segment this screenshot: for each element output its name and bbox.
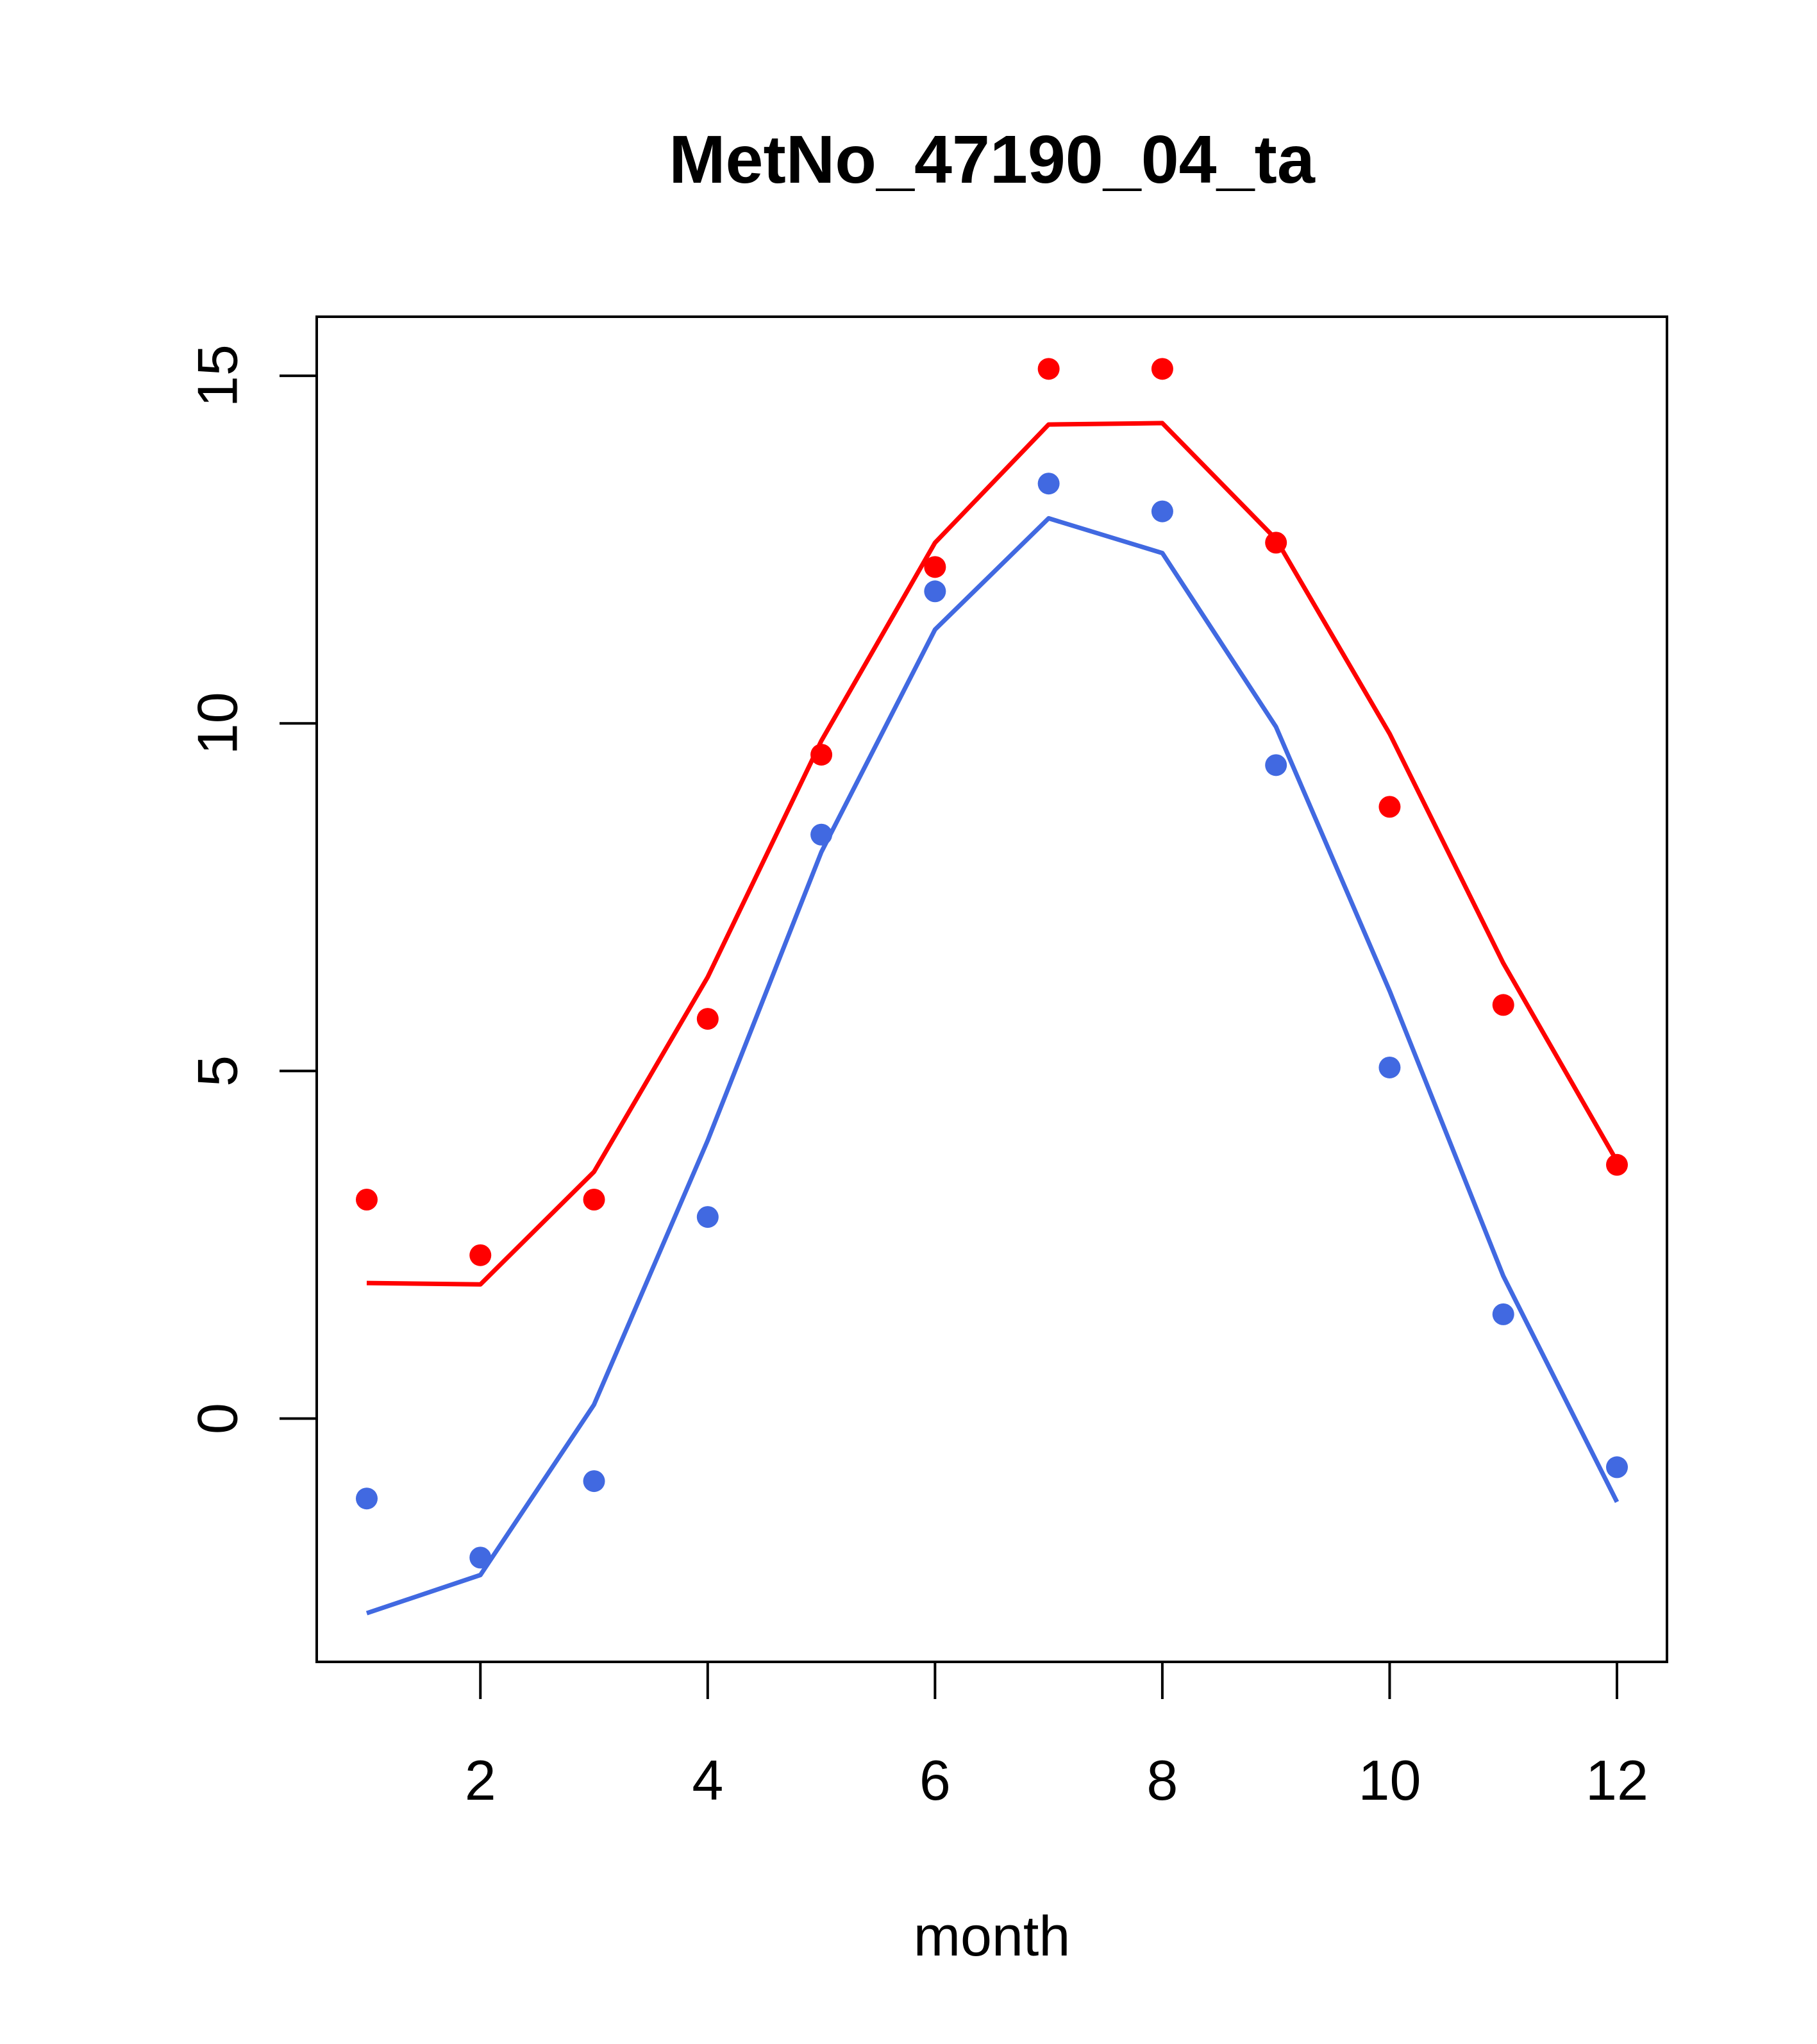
series-1-point xyxy=(1378,796,1401,818)
series-2-line xyxy=(365,515,1620,1616)
series-2-point xyxy=(469,1546,492,1569)
series-1-point xyxy=(469,1244,492,1266)
series-1-point xyxy=(696,1008,719,1030)
series-1-point xyxy=(356,1188,378,1210)
series-1-line xyxy=(366,421,1620,1287)
x-tick-label: 6 xyxy=(919,1748,951,1812)
series-1-point xyxy=(583,1188,605,1210)
x-axis: 2 4 6 8 10 12 xyxy=(465,1661,1648,1812)
series-1-point xyxy=(1492,994,1514,1016)
chart-title: MetNo_47190_04_ta xyxy=(669,122,1316,197)
series-1-point xyxy=(1037,358,1060,380)
x-tick-label: 12 xyxy=(1586,1748,1648,1812)
series-1-point xyxy=(810,744,833,766)
series-1-point xyxy=(1265,532,1287,554)
x-tick-label: 10 xyxy=(1359,1748,1421,1812)
series-2-point xyxy=(1492,1303,1514,1325)
y-tick-label: 5 xyxy=(186,1055,249,1087)
series-layer xyxy=(356,358,1628,1616)
series-2-point xyxy=(1606,1456,1628,1479)
series-1-point xyxy=(924,556,946,578)
x-tick-label: 2 xyxy=(465,1748,496,1812)
y-tick-label: 10 xyxy=(186,692,249,755)
x-tick-label: 4 xyxy=(692,1748,723,1812)
y-tick-label: 15 xyxy=(186,344,249,407)
series-2-point xyxy=(356,1487,378,1510)
series-2-point xyxy=(583,1470,605,1493)
x-axis-label: month xyxy=(914,1904,1071,1968)
series-2-point xyxy=(1037,473,1060,495)
series-2-point xyxy=(1378,1056,1401,1078)
x-tick-label: 8 xyxy=(1146,1748,1178,1812)
plot-frame xyxy=(315,315,1668,1663)
series-2-point xyxy=(1151,500,1173,523)
y-axis: 0 5 10 15 xyxy=(186,344,318,1434)
series-2-point xyxy=(810,823,833,846)
series-2-point xyxy=(924,580,946,603)
series-1-point xyxy=(1606,1153,1628,1176)
series-2-point xyxy=(1265,754,1287,776)
y-tick-label: 0 xyxy=(186,1403,249,1434)
series-1-point xyxy=(1151,358,1173,380)
series-2-point xyxy=(696,1206,719,1228)
